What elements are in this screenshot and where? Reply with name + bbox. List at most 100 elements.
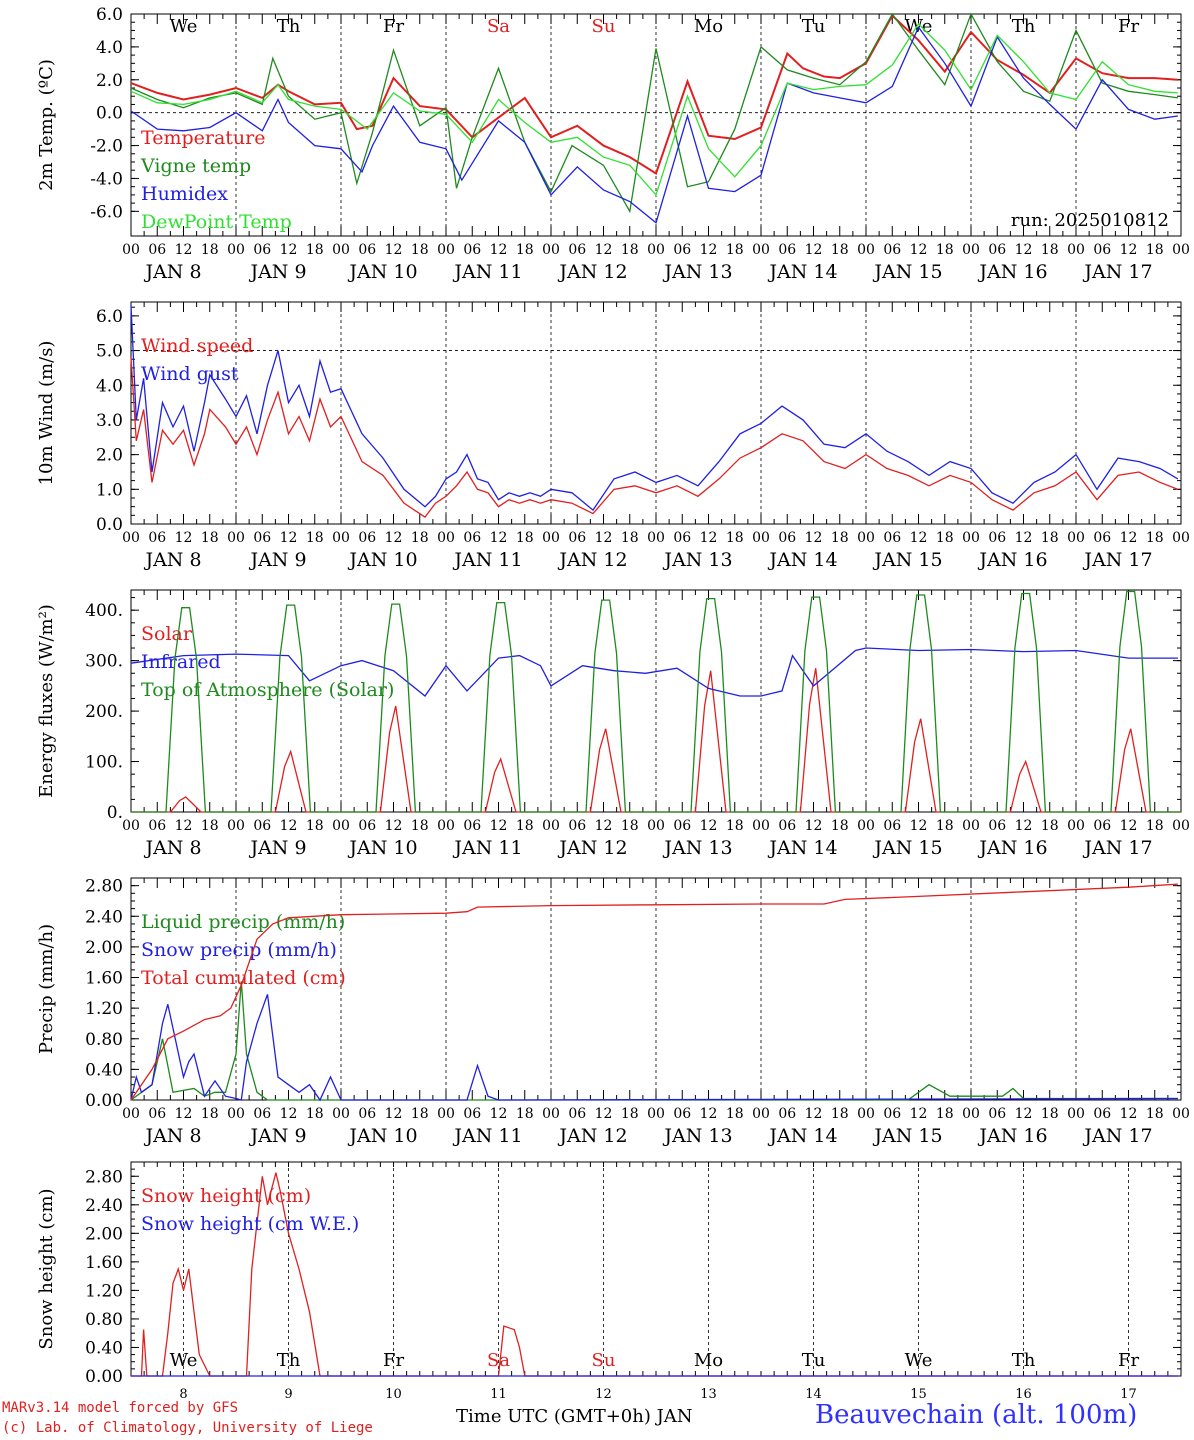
hour-tick-label: 06 — [673, 242, 691, 258]
hour-tick-label: 06 — [1093, 530, 1111, 546]
date-label: JAN 12 — [557, 549, 627, 571]
hour-tick-label: 00 — [1067, 530, 1085, 546]
hour-tick-label: 18 — [621, 530, 639, 546]
hour-tick-label: 18 — [411, 530, 429, 546]
hour-tick-label: 06 — [253, 242, 271, 258]
y-tick-label: 2.0 — [96, 71, 123, 91]
day-number-label: 15 — [910, 1387, 927, 1402]
y-tick-label: 0. — [107, 803, 123, 823]
hour-tick-label: 00 — [542, 242, 560, 258]
hour-tick-label: 06 — [778, 530, 796, 546]
weekday-label: Fr — [383, 16, 404, 37]
legend-entry: Liquid precip (mm/h) — [141, 911, 345, 933]
hour-tick-label: 00 — [1172, 242, 1190, 258]
hour-tick-label: 18 — [621, 1106, 639, 1122]
day-number-label: 14 — [805, 1387, 822, 1402]
legend-entry: Top of Atmosphere (Solar) — [141, 679, 394, 701]
hour-tick-label: 06 — [883, 1106, 901, 1122]
hour-tick-label: 00 — [437, 818, 455, 834]
weekday-label: Fr — [1118, 1350, 1139, 1371]
y-tick-label: 0.40 — [85, 1060, 123, 1080]
hour-tick-label: 00 — [857, 1106, 875, 1122]
legend-entry: Snow height (cm) — [141, 1185, 311, 1207]
hour-tick-label: 12 — [805, 1106, 823, 1122]
hour-tick-label: 00 — [1067, 1106, 1085, 1122]
hour-tick-label: 06 — [988, 1106, 1006, 1122]
hour-tick-label: 12 — [700, 530, 718, 546]
date-label: JAN 10 — [347, 549, 417, 571]
hour-tick-label: 00 — [437, 530, 455, 546]
panel-2: 6.0 5.0 4.0 3.0 2.0 1.0 0.0 10m Wind (m/s) 00 06 1… — [36, 301, 1190, 571]
hour-tick-label: 06 — [253, 1106, 271, 1122]
y-tick-label: 0.00 — [85, 1091, 123, 1111]
day-number-label: 8 — [179, 1387, 187, 1402]
hour-tick-label: 18 — [516, 242, 534, 258]
date-label: JAN 8 — [143, 261, 201, 283]
panel-1: 6.0 4.0 2.0 0.0 -2.0 -4.0 -6.0 2m Temp. (ºC) 00 0… — [36, 5, 1190, 283]
series-line-dewpoint-temp — [130, 22, 1178, 197]
weekday-label: We — [905, 1350, 933, 1371]
weekday-label: Fr — [383, 1350, 404, 1371]
panel-5: 2.80 2.40 2.00 1.60 1.20 0.80 0.40 0.00 Snow hei… — [36, 1161, 1182, 1402]
hour-tick-label: 18 — [726, 818, 744, 834]
y-tick-label: 0.0 — [96, 515, 123, 535]
hour-tick-label: 00 — [542, 818, 560, 834]
weekday-label: Th — [277, 16, 301, 37]
y-axis-label: Snow height (cm) — [36, 1188, 57, 1349]
hour-tick-label: 12 — [595, 818, 613, 834]
hour-tick-label: 18 — [1146, 818, 1164, 834]
day-number-label: 12 — [595, 1387, 612, 1402]
hour-tick-label: 06 — [358, 530, 376, 546]
hour-tick-label: 06 — [463, 818, 481, 834]
hour-tick-label: 12 — [1120, 818, 1138, 834]
hour-tick-label: 12 — [595, 242, 613, 258]
weekday-label: Mo — [694, 16, 723, 37]
hour-tick-label: 06 — [463, 1106, 481, 1122]
hour-tick-label: 18 — [831, 818, 849, 834]
hour-tick-label: 00 — [857, 530, 875, 546]
hour-tick-label: 06 — [778, 242, 796, 258]
hour-tick-label: 06 — [778, 818, 796, 834]
legend-entry: Snow precip (mm/h) — [141, 939, 337, 961]
y-tick-label: 5.0 — [96, 342, 123, 362]
y-tick-label: 2.40 — [85, 907, 123, 927]
date-label: JAN 12 — [557, 1125, 627, 1147]
hour-tick-label: 18 — [1041, 530, 1059, 546]
hour-tick-label: 06 — [463, 242, 481, 258]
legend-entry: Vigne temp — [140, 155, 251, 177]
date-label: JAN 17 — [1082, 837, 1152, 859]
hour-tick-label: 12 — [385, 242, 403, 258]
hour-tick-label: 18 — [936, 818, 954, 834]
hour-tick-label: 00 — [647, 818, 665, 834]
date-label: JAN 11 — [452, 1125, 522, 1147]
hour-tick-label: 18 — [201, 530, 219, 546]
hour-tick-label: 18 — [1041, 1106, 1059, 1122]
date-label: JAN 16 — [977, 1125, 1047, 1147]
date-label: JAN 13 — [662, 549, 732, 571]
y-tick-label: 1.20 — [85, 999, 123, 1019]
hour-tick-label: 00 — [227, 530, 245, 546]
hour-tick-label: 00 — [752, 242, 770, 258]
hour-tick-label: 00 — [122, 530, 140, 546]
date-label: JAN 11 — [452, 549, 522, 571]
hour-tick-label: 00 — [752, 530, 770, 546]
y-tick-label: 300. — [85, 652, 123, 672]
hour-tick-label: 18 — [726, 1106, 744, 1122]
lab-credit: (c) Lab. of Climatology, University of L… — [2, 1420, 373, 1436]
hour-tick-label: 18 — [936, 242, 954, 258]
hour-tick-label: 00 — [752, 818, 770, 834]
hour-tick-label: 12 — [280, 1106, 298, 1122]
day-number-label: 11 — [490, 1387, 507, 1402]
y-axis-label: 10m Wind (m/s) — [36, 341, 57, 486]
date-label: JAN 8 — [143, 549, 201, 571]
hour-tick-label: 00 — [122, 818, 140, 834]
date-label: JAN 17 — [1082, 261, 1152, 283]
hour-tick-label: 06 — [988, 530, 1006, 546]
day-number-label: 17 — [1120, 1387, 1137, 1402]
y-tick-label: 400. — [85, 601, 123, 621]
hour-tick-label: 18 — [621, 242, 639, 258]
hour-tick-label: 18 — [516, 818, 534, 834]
model-credit: MARv3.14 model forced by GFS — [2, 1400, 239, 1416]
weekday-label: Th — [1012, 1350, 1036, 1371]
